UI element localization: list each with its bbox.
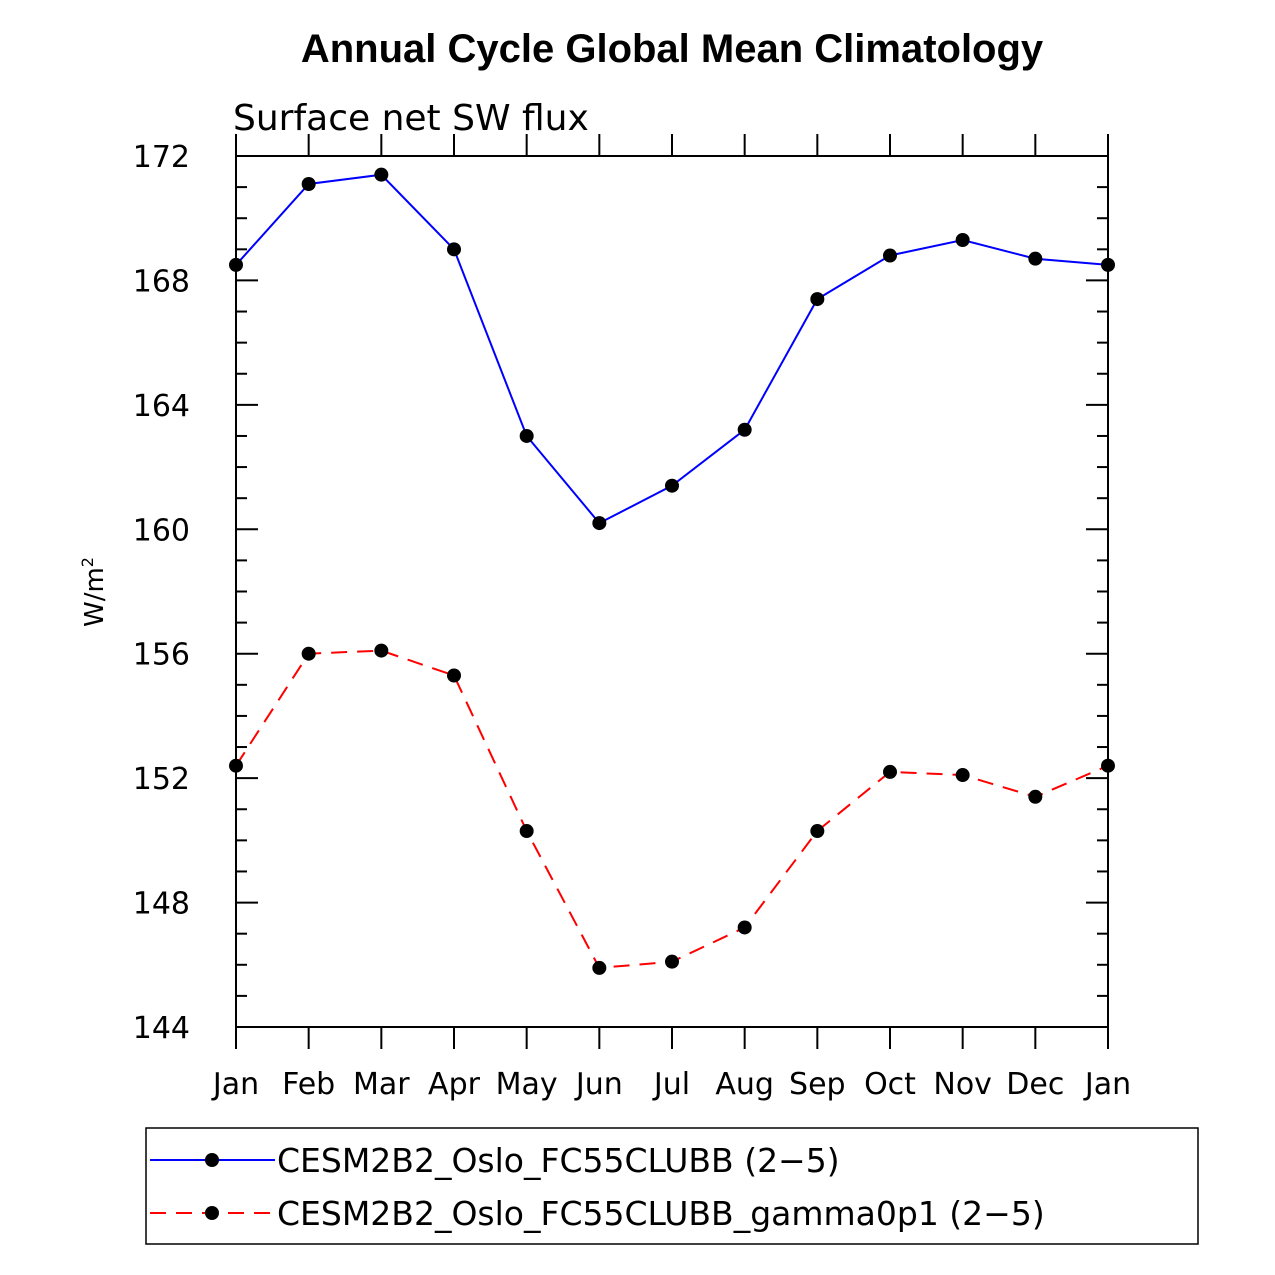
y-tick-label: 164 [133,389,190,424]
series-2 [229,643,1115,975]
data-point [1028,789,1043,804]
chart-subtitle: Surface net SW flux [233,98,589,139]
x-tick-label: Jul [652,1067,690,1102]
x-tick-label: Apr [428,1067,481,1102]
data-point [519,824,534,839]
legend-frame [145,1127,1199,1245]
legend-label: CESM2B2_Oslo_FC55CLUBB (2−5) [277,1141,840,1180]
series-line [235,173,1109,525]
data-point [883,248,897,263]
data-point [810,292,825,307]
y-tick-label: 156 [133,638,190,673]
series-layer [229,167,1115,975]
data-point [519,428,534,443]
x-tick-label: Jun [574,1067,623,1102]
series-line [235,649,1109,969]
axis-ticks [235,134,1109,1049]
chart-title: Annual Cycle Global Mean Climatology [301,27,1044,71]
y-tick-label: 144 [133,1011,190,1046]
y-tick-label: 152 [133,762,190,797]
legend-marker [205,1153,219,1167]
x-tick-labels: Jan Feb Mar Apr May Jun Jul Aug Sep Oct Nov Dec Jan [211,1067,1131,1102]
data-point [374,643,389,658]
series-1 [229,167,1115,531]
data-point [737,920,752,935]
data-point [592,516,607,531]
x-tick-label: Oct [864,1067,916,1102]
y-tick-label: 160 [133,513,190,548]
plot-frame [235,155,1109,1028]
data-point [665,954,679,969]
data-point [1028,251,1043,266]
x-tick-label: Nov [933,1067,992,1102]
data-point [810,824,825,839]
x-tick-label: Mar [353,1067,410,1102]
y-tick-label: 172 [133,140,190,175]
x-tick-label: Sep [789,1067,846,1102]
legend: CESM2B2_Oslo_FC55CLUBB (2−5) CESM2B2_Oslo… [145,1127,1199,1245]
data-point [447,668,461,683]
y-axis-label-superscript: 2 [78,557,97,567]
x-tick-label: Jan [211,1067,259,1102]
data-point [665,478,679,493]
x-tick-label: Jan [1083,1067,1131,1102]
y-tick-labels: 144 148 152 156 160 164 168 172 [133,140,190,1046]
data-point [301,646,316,661]
x-tick-label: Dec [1006,1067,1064,1102]
data-point [883,764,897,779]
y-axis-label-text: W/m [80,567,110,627]
x-tick-label: May [496,1067,558,1102]
y-axis-label: W/m2 [78,557,110,627]
data-point [374,167,389,182]
data-point [447,242,461,257]
x-tick-label: Feb [282,1067,335,1102]
data-point [955,768,970,783]
svg-text:W/m2: W/m2 [78,557,110,627]
data-point [592,960,607,975]
y-tick-label: 168 [133,264,190,299]
x-tick-label: Aug [715,1067,774,1102]
legend-label: CESM2B2_Oslo_FC55CLUBB_gamma0p1 (2−5) [277,1194,1045,1233]
legend-marker [205,1206,219,1220]
data-point [301,176,316,191]
data-point [737,422,752,437]
y-tick-label: 148 [133,887,190,922]
data-point [955,232,970,247]
